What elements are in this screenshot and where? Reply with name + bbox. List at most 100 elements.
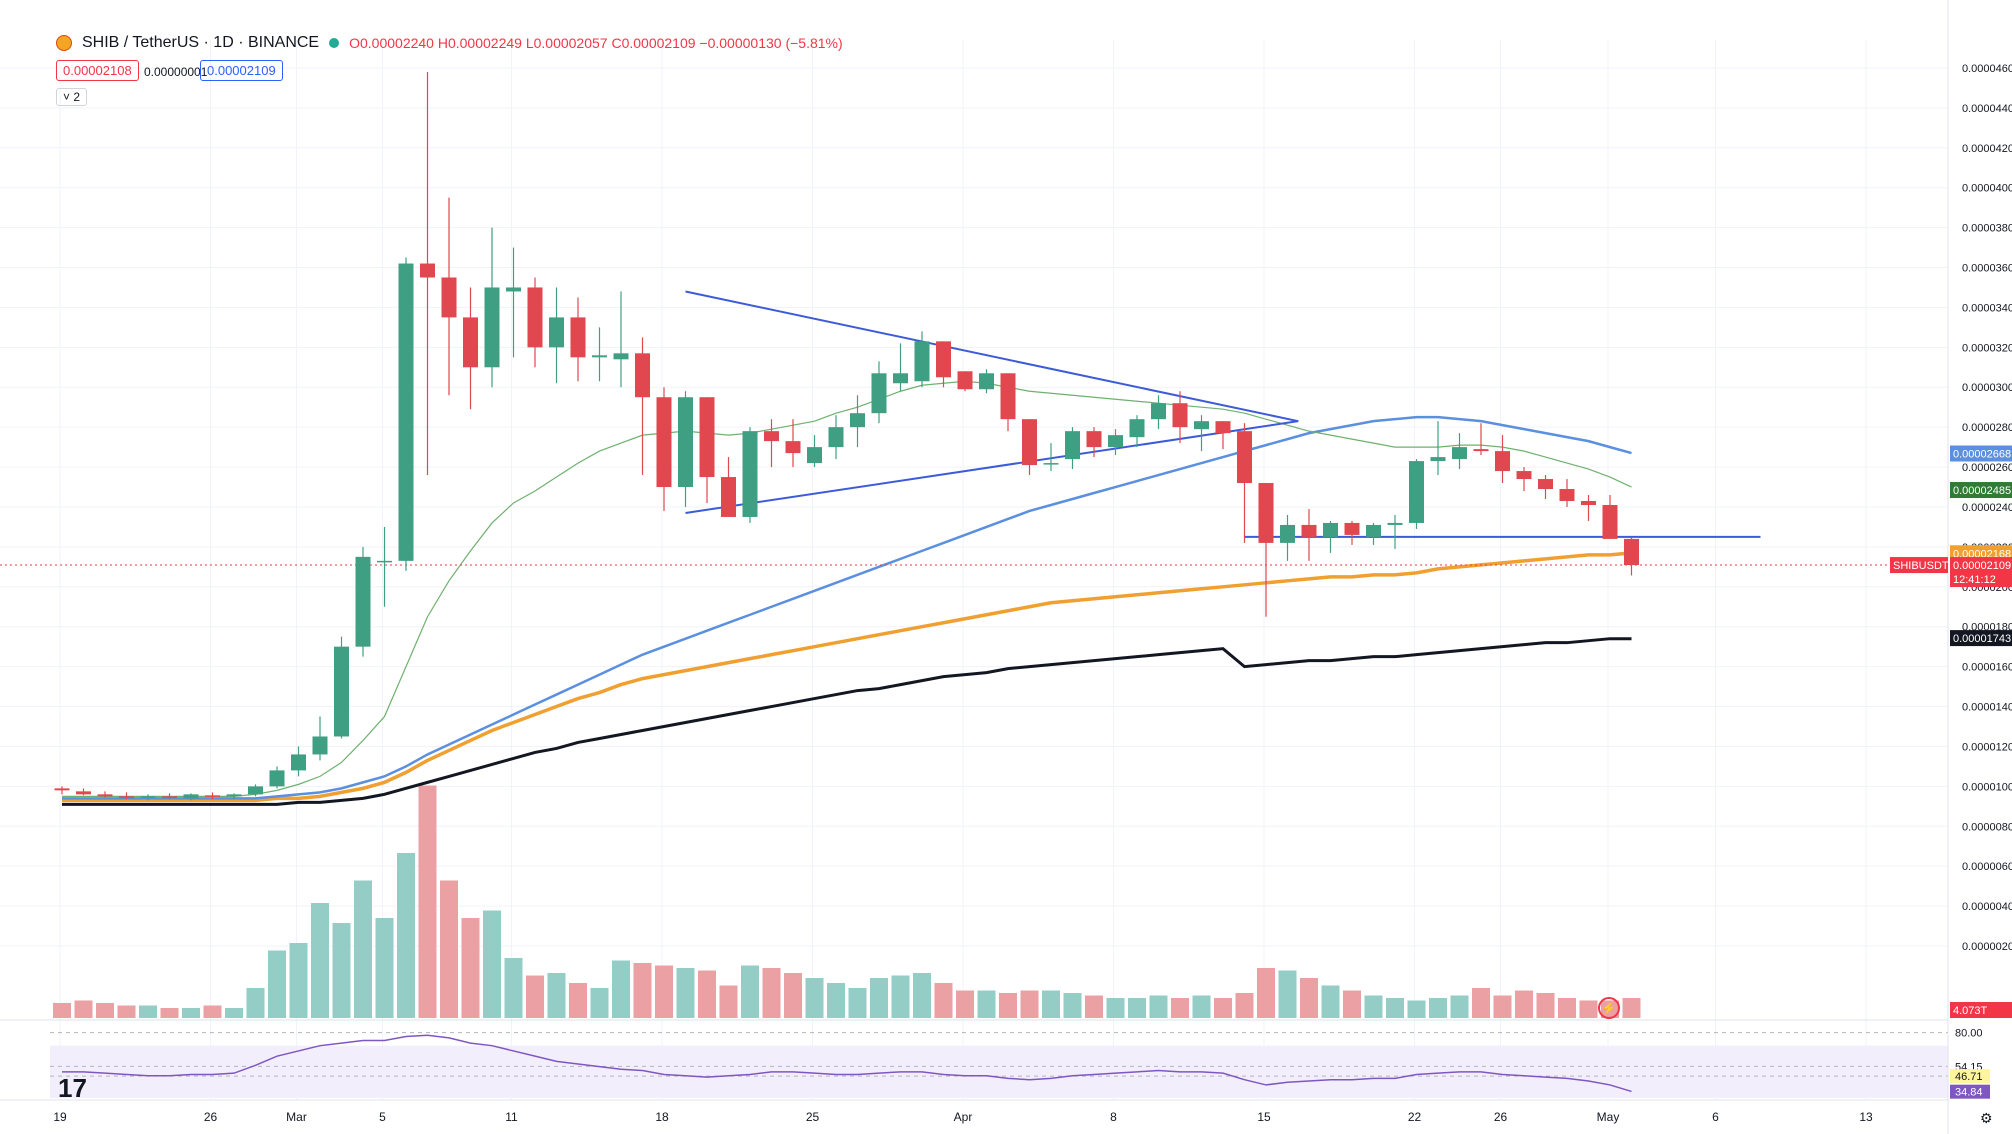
candle-body (205, 795, 220, 797)
volume-bar (1407, 1000, 1426, 1018)
settings-icon[interactable]: ⚙ (1980, 1110, 1993, 1126)
candle-body (1430, 457, 1446, 462)
last-price-label: 0.00002109 (1953, 560, 2011, 572)
candle-body (1280, 524, 1295, 543)
candle-body (1258, 483, 1274, 543)
volume-bar (53, 1003, 71, 1018)
volume-bar (977, 990, 996, 1018)
candle-body (1344, 522, 1360, 535)
indicators-toggle[interactable]: ˅ 2 (56, 88, 88, 106)
candle-body (248, 786, 263, 795)
volume-bar (805, 978, 824, 1018)
grid (0, 40, 1948, 1100)
candle-body (1043, 463, 1059, 465)
candle-body (1065, 431, 1080, 460)
volume-bar (203, 1005, 222, 1018)
volume-bar (440, 880, 458, 1018)
candle-body (957, 371, 973, 390)
volume-bar (1085, 995, 1103, 1018)
volume-bar (934, 983, 953, 1018)
volume-bar (1386, 998, 1404, 1018)
x-tick-label: 19 (53, 1110, 67, 1124)
rsi-band (50, 1045, 1948, 1098)
candle-body (1129, 419, 1145, 438)
ask-price[interactable]: 0.00002109 (200, 60, 283, 81)
ohlc-readout: O0.00002240 H0.00002249 L0.00002057 C0.0… (349, 35, 843, 51)
x-tick-label: Mar (286, 1110, 307, 1124)
candle-body (699, 397, 715, 478)
bid-price[interactable]: 0.00002108 (56, 60, 139, 81)
candle-body (1538, 479, 1553, 490)
price-tag-label: 0.00002485 (1953, 485, 2011, 497)
rsi-tag (1950, 1084, 1990, 1099)
price-tag-label: 0.00002668 (1953, 449, 2011, 461)
volume-bar (483, 910, 501, 1018)
volume-bar (913, 973, 931, 1018)
candle-body (1086, 431, 1102, 448)
candle-body (1495, 451, 1510, 472)
volume-bar (1343, 990, 1361, 1018)
volume-bar (461, 918, 480, 1018)
candle-body (1624, 538, 1639, 566)
x-tick-label: 13 (1859, 1110, 1873, 1124)
volume-bar (96, 1003, 114, 1018)
volume-bar (74, 1000, 93, 1018)
candle-body (635, 353, 650, 398)
volume-bar (311, 903, 329, 1018)
x-tick-label: 8 (1110, 1110, 1117, 1124)
volume-bar (268, 950, 286, 1018)
candle-body (1387, 522, 1403, 525)
candle-body (1022, 419, 1037, 466)
x-tick-label: 26 (1494, 1110, 1508, 1124)
volume-bar (547, 973, 566, 1018)
volume-bar (117, 1005, 136, 1018)
volume-bar (1472, 988, 1490, 1018)
candle-body (54, 788, 70, 791)
volume-bar (1450, 995, 1469, 1018)
volume-bar (1020, 990, 1039, 1018)
volume-bar (1622, 998, 1641, 1018)
x-tick-label: Apr (954, 1110, 973, 1124)
candle-body (1000, 373, 1016, 420)
candle-body (226, 794, 242, 797)
lightning-icon[interactable]: ⚡ (1598, 997, 1620, 1019)
candle-body (828, 427, 844, 448)
volume-bar (526, 975, 544, 1018)
candle-body (1581, 500, 1596, 505)
volume-bar (1235, 993, 1254, 1018)
candle-body (484, 287, 500, 368)
volume-bar (676, 968, 695, 1018)
volume-bar (332, 923, 351, 1018)
candle-body (1602, 504, 1618, 539)
candle-body (355, 556, 371, 647)
candle-body (893, 373, 908, 384)
candle-body (871, 373, 887, 414)
candle-body (936, 341, 951, 378)
candle-body (1301, 524, 1317, 537)
candle-body (1366, 524, 1381, 537)
shib-coin-icon (56, 35, 72, 51)
tradingview-logo-icon[interactable]: 17 (58, 1073, 87, 1103)
rsi-tick-label: 34.84 (1955, 1087, 1983, 1099)
volume-bar (655, 965, 673, 1018)
volume-tag (1950, 1002, 2012, 1018)
x-tick-label: 25 (806, 1110, 820, 1124)
x-tick-label: 18 (655, 1110, 669, 1124)
candle-body (269, 770, 285, 787)
candle-body (162, 796, 177, 798)
candle-body (183, 794, 199, 799)
candle-body (1559, 489, 1575, 501)
candle-body (312, 736, 328, 755)
symbol-label[interactable]: SHIB / TetherUS · 1D · BINANCE (82, 34, 320, 51)
